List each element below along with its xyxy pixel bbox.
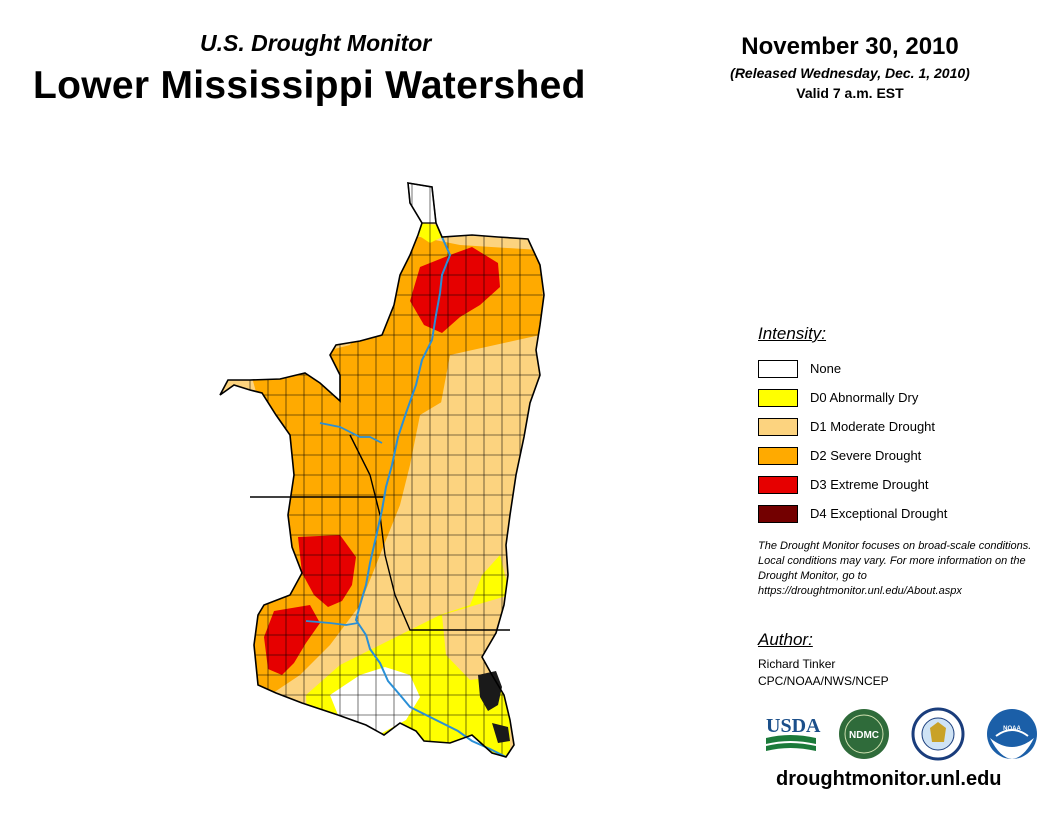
legend-item: D0 Abnormally Dry <box>758 383 1048 412</box>
release-date: (Released Wednesday, Dec. 1, 2010) <box>730 65 970 81</box>
usda-logo: USDA <box>766 715 821 751</box>
state-boundaries <box>250 434 510 631</box>
legend-label: D1 Moderate Drought <box>810 419 936 434</box>
site-url[interactable]: droughtmonitor.unl.edu <box>776 768 1002 790</box>
ndmc-logo: NDMC <box>839 709 889 759</box>
agency-logos: USDA NDMC NOAA <box>766 707 1037 761</box>
none-area <box>330 667 420 733</box>
watershed-outline <box>219 182 545 758</box>
svg-text:NOAA: NOAA <box>1003 726 1021 732</box>
svg-text:USDA: USDA <box>766 715 821 737</box>
legend-swatch <box>758 446 798 465</box>
author-org: CPC/NOAA/NWS/NCEP <box>758 674 889 688</box>
map-subtitle: U.S. Drought Monitor <box>200 30 432 56</box>
legend: Intensity: None D0 Abnormally Dry D1 Mod… <box>758 324 1048 528</box>
red-river <box>305 620 359 626</box>
legend-item: D4 Exceptional Drought <box>758 499 1048 528</box>
disclaimer-note: The Drought Monitor focuses on broad-sca… <box>758 540 1032 597</box>
legend-item: None <box>758 354 1048 383</box>
noaa-logo: NOAA <box>987 709 1037 759</box>
legend-item: D2 Severe Drought <box>758 441 1048 470</box>
mississippi-river <box>354 236 507 758</box>
d3-south-area <box>264 605 320 675</box>
author-heading: Author: <box>758 630 813 649</box>
arkansas-river <box>319 422 383 444</box>
legend-swatch <box>758 359 798 378</box>
legend-label: None <box>810 361 842 376</box>
date-block: November 30, 2010 (Released Wednesday, D… <box>700 33 1000 101</box>
legend-swatch <box>758 504 798 523</box>
author-block: Richard Tinker CPC/NOAA/NWS/NCEP <box>758 656 889 690</box>
legend-label: D2 Severe Drought <box>810 448 922 463</box>
d3-north-area <box>410 247 500 333</box>
legend-title: Intensity: <box>758 324 827 343</box>
legend-label: D0 Abnormally Dry <box>810 390 919 405</box>
drought-map <box>219 182 545 758</box>
legend-label: D4 Exceptional Drought <box>810 506 948 521</box>
legend-item: D3 Extreme Drought <box>758 470 1048 499</box>
author-name: Richard Tinker <box>758 657 836 671</box>
svg-text:NDMC: NDMC <box>849 730 879 741</box>
legend-label: D3 Extreme Drought <box>810 477 929 492</box>
valid-time: Valid 7 a.m. EST <box>796 85 904 101</box>
legend-swatch <box>758 388 798 407</box>
legend-item: D1 Moderate Drought <box>758 412 1048 441</box>
map-date: November 30, 2010 <box>741 33 959 60</box>
d3-central-area <box>298 535 356 607</box>
commerce-seal <box>911 707 965 761</box>
legend-swatch <box>758 417 798 436</box>
map-title: Lower Mississippi Watershed <box>33 64 586 107</box>
legend-swatch <box>758 475 798 494</box>
